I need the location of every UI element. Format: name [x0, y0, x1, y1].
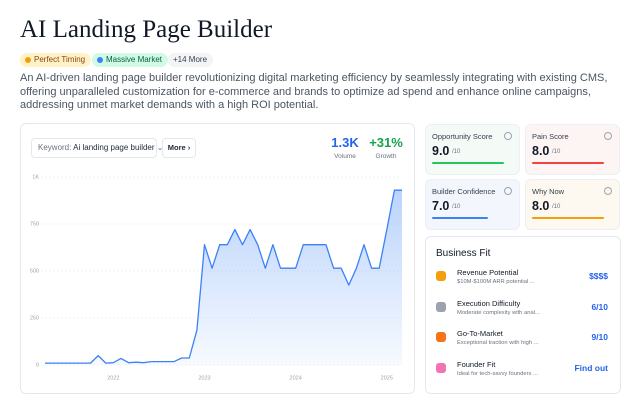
x-tick-label: 2023 — [198, 375, 210, 381]
more-text: More — [167, 143, 186, 152]
x-tick-label: 2025 — [381, 375, 393, 381]
tag-icon — [97, 57, 103, 63]
y-tick-label: 0 — [36, 362, 39, 368]
tag[interactable]: Massive Market — [92, 53, 169, 67]
tag-icon — [25, 57, 31, 63]
business-fit-card — [425, 236, 621, 394]
score-name: Pain Score — [532, 132, 569, 141]
item-subtitle: $10M-$100M ARR potential ... — [457, 279, 535, 285]
item-value[interactable]: Find out — [574, 362, 608, 373]
description: An AI-driven landing page builder revolu… — [20, 72, 608, 112]
item-icon — [436, 301, 446, 312]
score-bar — [532, 162, 604, 164]
info-icon — [604, 187, 612, 195]
score-max: /10 — [452, 204, 461, 210]
item-icon — [436, 362, 446, 373]
score-value: 8.0 — [532, 199, 550, 213]
stat-value: 1.3K — [331, 135, 359, 150]
score-value: 9.0 — [432, 144, 450, 158]
y-tick-label: 250 — [30, 315, 39, 321]
info-icon — [604, 132, 612, 140]
stat-value: +31% — [369, 135, 403, 150]
page-title: AI Landing Page Builder — [20, 16, 273, 43]
score-card: Pain Score 8.0/10 — [525, 124, 620, 175]
score-bar — [532, 217, 604, 219]
item-value: 6/10 — [591, 301, 608, 312]
score-max: /10 — [552, 204, 561, 210]
item-subtitle: Exceptional traction with high ... — [457, 340, 539, 346]
item-title: Execution Difficulty — [457, 298, 521, 308]
score-card: Why Now 8.0/10 — [525, 179, 620, 230]
score-card: Opportunity Score 9.0/10 — [425, 124, 520, 175]
item-title: Founder Fit — [457, 359, 496, 369]
business-fit-title: Business Fit — [436, 248, 491, 259]
score-value: 7.0 — [432, 199, 450, 213]
score-value: 8.0 — [532, 144, 550, 158]
item-value: $$$$ — [589, 271, 608, 281]
item-title: Revenue Potential — [457, 268, 519, 277]
item-subtitle: Moderate complexity with anal... — [457, 309, 540, 316]
score-max: /10 — [552, 149, 561, 155]
y-tick-label: 1K — [32, 174, 39, 180]
score-bar — [432, 162, 504, 164]
item-title: Go-To-Market — [457, 329, 503, 338]
tag[interactable]: Perfect Timing — [20, 53, 92, 67]
item-subtitle: Ideal for tech-savvy founders ... — [457, 370, 538, 377]
info-icon — [504, 132, 512, 140]
stat-label: Growth — [375, 153, 397, 160]
item-icon — [436, 332, 446, 342]
more-button[interactable]: More › — [162, 138, 196, 158]
score-max: /10 — [452, 149, 461, 155]
y-tick-label: 750 — [30, 221, 39, 227]
x-tick-label: 2022 — [107, 375, 119, 381]
score-name: Why Now — [532, 187, 565, 196]
score-name: Opportunity Score — [432, 132, 493, 141]
x-tick-label: 2024 — [290, 375, 302, 381]
item-icon — [436, 271, 446, 281]
tag-text: +14 More — [173, 55, 208, 64]
info-icon — [504, 187, 512, 195]
tag-text: Perfect Timing — [34, 55, 86, 64]
line — [45, 189, 402, 364]
item-value: 9/10 — [591, 332, 608, 342]
y-tick-label: 500 — [30, 268, 39, 274]
stat-label: Volume — [334, 153, 356, 160]
keyword-dropdown[interactable]: Keyword: Ai landing page builder ⌄ — [31, 138, 163, 158]
area — [45, 190, 402, 365]
score-name: Builder Confidence — [432, 187, 496, 196]
keyword: Ai landing page builder — [73, 143, 155, 152]
tag[interactable]: +14 More — [168, 53, 214, 67]
tag-text: Massive Market — [106, 55, 163, 64]
keyword-label: Keyword: — [38, 143, 72, 152]
score-bar — [432, 217, 488, 219]
score-card: Builder Confidence 7.0/10 — [425, 179, 520, 230]
